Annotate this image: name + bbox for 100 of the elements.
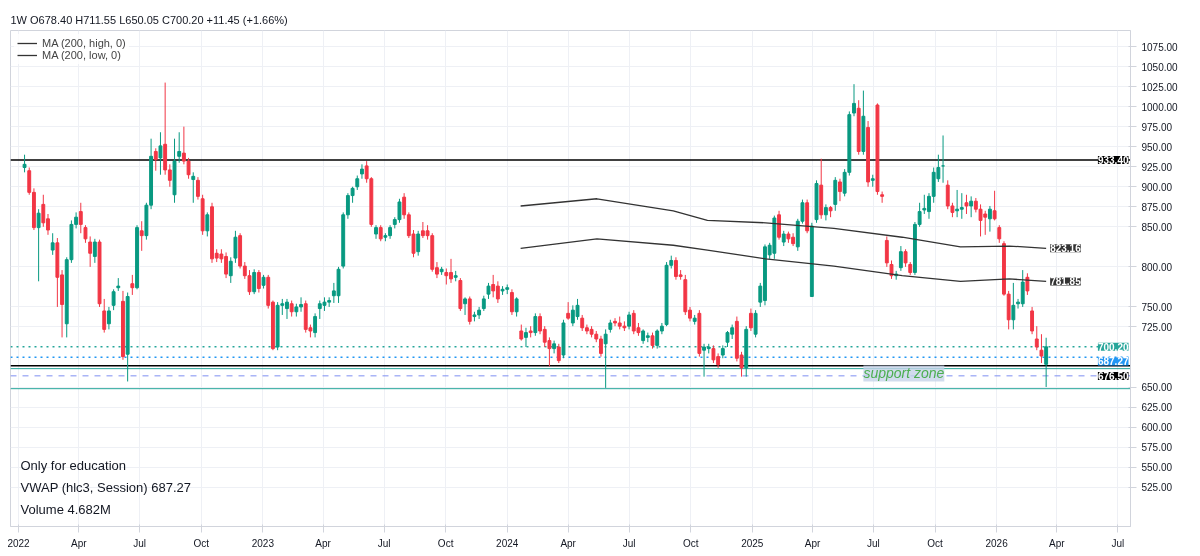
- candlestick: [524, 327, 528, 348]
- y-tick-label: 750.00: [1141, 301, 1173, 313]
- y-tick-label: 950.00: [1141, 141, 1173, 153]
- candlestick: [556, 343, 561, 364]
- y-tick-label: 625.00: [1141, 402, 1173, 414]
- candlestick: [922, 194, 927, 215]
- x-tick-label: Apr: [71, 537, 88, 549]
- ref-line-label: 700.20: [1097, 341, 1129, 353]
- candlestick: [36, 208, 41, 282]
- candlestick: [1011, 282, 1016, 330]
- candlestick: [898, 245, 903, 272]
- candlestick: [228, 256, 233, 284]
- candlestick: [191, 171, 196, 204]
- candlestick: [130, 274, 135, 296]
- legend-label: MA (200, low, 0): [42, 49, 121, 61]
- candlestick: [533, 312, 538, 337]
- candlestick: [196, 176, 200, 201]
- candlestick: [748, 308, 753, 332]
- candlestick: [247, 269, 252, 296]
- x-tick-label: 2026: [985, 537, 1009, 549]
- y-tick-label: 925.00: [1141, 161, 1173, 173]
- y-tick-label: 800.00: [1141, 261, 1173, 273]
- candlestick: [313, 312, 318, 338]
- x-tick-label: Oct: [682, 537, 699, 549]
- line-series: [519, 238, 1047, 283]
- candlestick: [964, 194, 969, 215]
- x-tick-label: Apr: [315, 537, 332, 549]
- candlestick: [603, 328, 608, 389]
- candlestick: [969, 195, 974, 218]
- candlestick: [78, 202, 83, 234]
- annotation: Volume 4.682M: [20, 501, 111, 517]
- candlestick: [158, 131, 163, 176]
- x-tick-label: Oct: [437, 537, 454, 549]
- x-tick-label: Jul: [622, 537, 636, 549]
- candlestick: [852, 83, 856, 117]
- candlestick: [139, 220, 144, 252]
- candlestick: [1020, 269, 1025, 308]
- candlestick: [252, 268, 257, 295]
- candlestick: [467, 296, 472, 326]
- candlestick: [823, 203, 828, 221]
- candlestick: [205, 211, 210, 237]
- candlestick: [106, 306, 111, 330]
- candlestick: [880, 191, 885, 204]
- candlestick: [360, 163, 364, 180]
- x-tick-label: Apr: [560, 537, 577, 549]
- candlestick: [50, 232, 55, 256]
- y-tick-label: 975.00: [1141, 121, 1173, 133]
- candlestick: [495, 280, 500, 304]
- y-tick-label: 900.00: [1141, 181, 1173, 193]
- candlestick: [575, 298, 580, 321]
- x-tick-label: Apr: [804, 537, 821, 549]
- candlestick: [397, 198, 402, 224]
- y-tick-label: 1025.00: [1141, 81, 1179, 93]
- x-tick-label: Jul: [867, 537, 880, 549]
- candlestick: [655, 328, 660, 350]
- y-tick-label: 875.00: [1141, 201, 1173, 213]
- candlestick: [992, 190, 997, 221]
- candlestick: [838, 178, 842, 202]
- x-tick-label: Oct: [193, 537, 210, 549]
- annotation: VWAP (hlc3, Session) 687.27: [20, 479, 192, 495]
- candlestick: [1030, 306, 1035, 335]
- candlestick: [177, 131, 182, 164]
- candlestick: [959, 192, 964, 220]
- y-tick-label: 850.00: [1141, 221, 1173, 233]
- candlestick: [256, 269, 261, 294]
- y-tick-label: 1075.00: [1141, 41, 1179, 53]
- candlestick: [889, 259, 894, 280]
- data-label: 781.85: [1050, 276, 1082, 288]
- ref-line-label: 676.50: [1097, 371, 1129, 382]
- y-tick-label: 600.00: [1141, 422, 1173, 434]
- candlestick: [1044, 337, 1049, 388]
- candlestick: [884, 235, 889, 268]
- candlestick: [41, 194, 46, 228]
- line-series: [519, 198, 1047, 249]
- y-tick-label: 575.00: [1141, 442, 1173, 454]
- candlestick: [987, 205, 992, 233]
- data-label: 823.16: [1050, 243, 1082, 255]
- x-tick-label: 2024: [496, 537, 519, 549]
- x-tick-label: 2025: [741, 537, 764, 549]
- candlestick: [416, 230, 421, 257]
- annotation: Only for education: [20, 457, 127, 473]
- candlestick: [1034, 325, 1039, 351]
- candlestick: [233, 230, 238, 264]
- candlestick: [111, 288, 116, 311]
- chart-title: 1W O678.40 H711.55 L650.05 C700.20 +11.45 (+1.66%): [10, 13, 288, 26]
- candlestick: [777, 210, 781, 241]
- y-tick-label: 1050.00: [1141, 61, 1179, 73]
- x-tick-label: Jul: [133, 537, 147, 549]
- annotation: support zone: [863, 365, 945, 382]
- y-tick-label: 1000.00: [1141, 101, 1179, 113]
- candlestick: [463, 296, 467, 316]
- candlestick: [88, 235, 93, 268]
- candlestick: [491, 274, 496, 298]
- y-tick-label: 650.00: [1141, 382, 1173, 394]
- y-tick-label: 525.00: [1141, 482, 1173, 494]
- x-tick-label: Apr: [1049, 537, 1066, 549]
- candlestick: [509, 288, 514, 316]
- ref-line-label: 687.27: [1097, 356, 1129, 368]
- candlestick: [92, 238, 97, 264]
- x-tick-label: 2023: [251, 537, 275, 549]
